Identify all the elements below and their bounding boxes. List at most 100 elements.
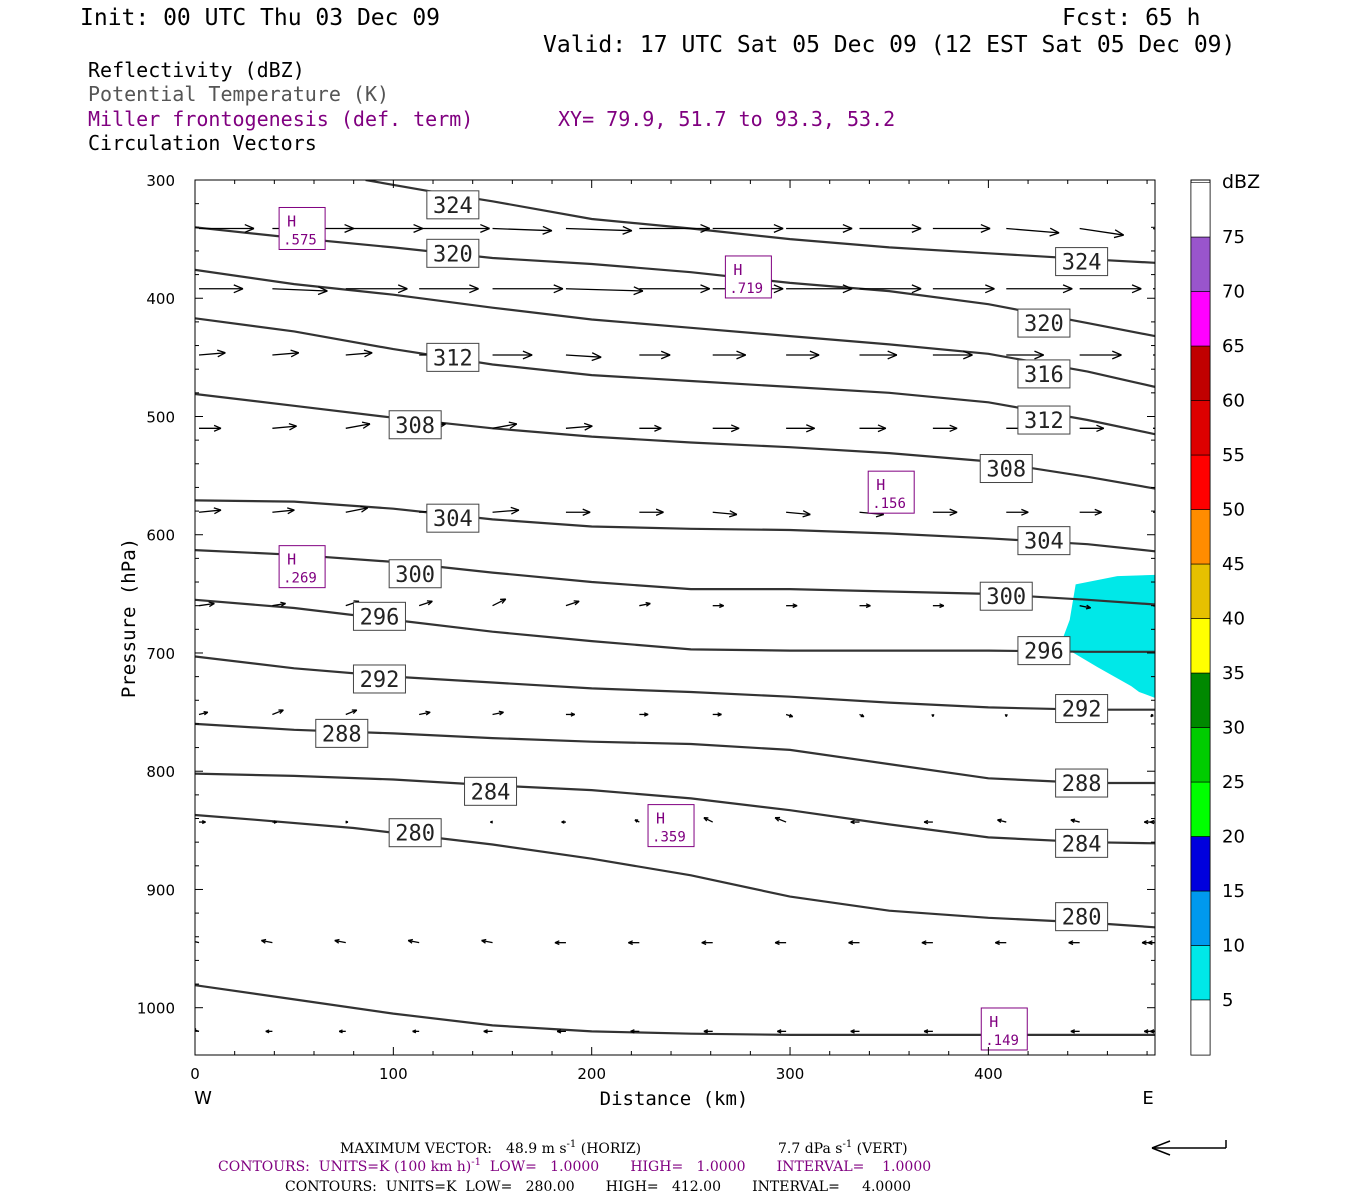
colorbar-swatch-40: [1190, 563, 1211, 619]
circulation-vector: [556, 1029, 566, 1034]
y-tick-label: 900: [146, 881, 175, 899]
colorbar-swatch-35: [1190, 618, 1211, 674]
circulation-vector: [786, 424, 815, 433]
svg-text:292: 292: [360, 668, 400, 693]
svg-text:H: H: [656, 810, 665, 828]
theta-contour-312: [195, 317, 1155, 436]
forecast-hour: Fcst: 65 h: [1062, 5, 1200, 31]
circulation-vector: [1079, 227, 1125, 239]
circulation-vector: [712, 510, 738, 518]
circulation-vector: [492, 598, 507, 607]
colorbar-title: dBZ: [1222, 171, 1260, 193]
y-tick-label: 700: [146, 645, 175, 663]
circulation-vector: [1153, 427, 1155, 429]
field-miller-label: Miller frontogenesis (def. term): [88, 107, 473, 131]
circulation-vector: [195, 940, 200, 944]
circulation-vector: [859, 603, 871, 609]
miller-max-label: H .359: [647, 804, 695, 848]
colorbar-label: 25: [1222, 772, 1245, 793]
x-tick-label: 300: [776, 1065, 805, 1083]
colorbar-label: 5: [1222, 990, 1233, 1011]
circulation-vector: [712, 350, 746, 360]
x-tick-label: 0: [190, 1065, 200, 1083]
circulation-vector: [199, 284, 244, 294]
circulation-vector: [338, 1029, 346, 1034]
circulation-vector: [1079, 284, 1142, 294]
field-circulation-label: Circulation Vectors: [88, 131, 317, 155]
circulation-vector: [198, 601, 215, 608]
svg-text:292: 292: [1062, 698, 1102, 723]
miller-maxima: H .575 H .719 H .156 H .269 H .359 H .149: [278, 206, 1028, 1051]
circulation-vector: [483, 1029, 493, 1034]
circulation-vector: [777, 1029, 787, 1034]
theta-contour-280: [195, 813, 1155, 929]
svg-text:296: 296: [1024, 640, 1064, 665]
colorbar-label: 40: [1222, 609, 1245, 630]
svg-text:324: 324: [433, 194, 473, 219]
colorbar-label: 45: [1222, 554, 1245, 575]
reflectivity-fill: [1061, 574, 1155, 698]
colorbar-swatch-10: [1190, 890, 1211, 946]
circulation-vector: [1006, 508, 1029, 516]
circulation-vector: [345, 284, 408, 294]
theta-label-308: 308: [979, 454, 1033, 484]
circulation-vector: [1004, 714, 1008, 717]
theta-label-304: 304: [426, 503, 480, 533]
svg-text:288: 288: [1062, 772, 1102, 797]
circulation-vector: [345, 505, 369, 513]
reflectivity-area: [1061, 574, 1155, 698]
colorbar-label: 30: [1222, 718, 1245, 739]
theta-label-304: 304: [1017, 526, 1071, 556]
theta-label-296: 296: [1017, 636, 1071, 666]
circulation-vector: [272, 601, 286, 607]
circulation-vector: [997, 818, 1007, 823]
miller-max-label: H .269: [278, 545, 326, 589]
colorbar-label: 10: [1222, 936, 1245, 957]
colorbar-label: 35: [1222, 663, 1245, 684]
colorbar-swatch-25: [1190, 727, 1211, 783]
circulation-vector: [639, 223, 710, 233]
circulation-vector: [850, 1029, 860, 1034]
miller-max-label: H .156: [867, 470, 915, 514]
theta-label-308: 308: [388, 410, 442, 440]
svg-text:304: 304: [433, 507, 473, 532]
miller-max-label: H .719: [724, 255, 772, 299]
valid-time: Valid: 17 UTC Sat 05 Dec 09 (12 EST Sat …: [543, 32, 1235, 58]
miller-max-label: H .149: [980, 1007, 1028, 1051]
circulation-vector: [565, 508, 591, 516]
circulation-vector: [345, 709, 358, 716]
theta-label-312: 312: [426, 342, 480, 372]
svg-text:312: 312: [433, 346, 473, 371]
svg-text:320: 320: [433, 242, 473, 267]
circulation-vector: [272, 286, 328, 296]
svg-text:.359: .359: [652, 830, 686, 846]
circulation-vector: [785, 713, 794, 718]
circulation-vector: [272, 820, 278, 824]
circulation-vector: [712, 223, 784, 233]
colorbar-label: 60: [1222, 391, 1245, 412]
circulation-vector: [419, 223, 490, 233]
circulation-vector: [932, 284, 995, 294]
svg-text:280: 280: [395, 822, 435, 847]
svg-text:284: 284: [471, 780, 511, 805]
circulation-vector: [265, 1029, 273, 1034]
circulation-vector: [774, 940, 787, 946]
circulation-vector: [703, 1029, 713, 1034]
svg-text:296: 296: [360, 605, 400, 630]
theta-contour-labels: 280 280 284 284 288 288 292 292 296 296 300 300 304 3…: [315, 190, 1109, 932]
circulation-vector: [859, 424, 887, 433]
svg-text:280: 280: [1062, 906, 1102, 931]
circulation-vector: [492, 284, 564, 294]
theta-label-324: 324: [1055, 247, 1109, 277]
circulation-vector: [272, 709, 284, 716]
svg-text:316: 316: [1024, 363, 1064, 388]
circulation-vector: [639, 508, 664, 516]
svg-text:288: 288: [322, 722, 362, 747]
colorbar-swatch-15: [1190, 836, 1211, 892]
circulation-vector: [1159, 511, 1177, 516]
circulation-vector: [345, 349, 373, 358]
circulation-vector: [1153, 511, 1155, 513]
colorbar-label: 20: [1222, 827, 1245, 848]
circulation-vector: [492, 350, 533, 360]
theta-label-296: 296: [352, 601, 406, 631]
